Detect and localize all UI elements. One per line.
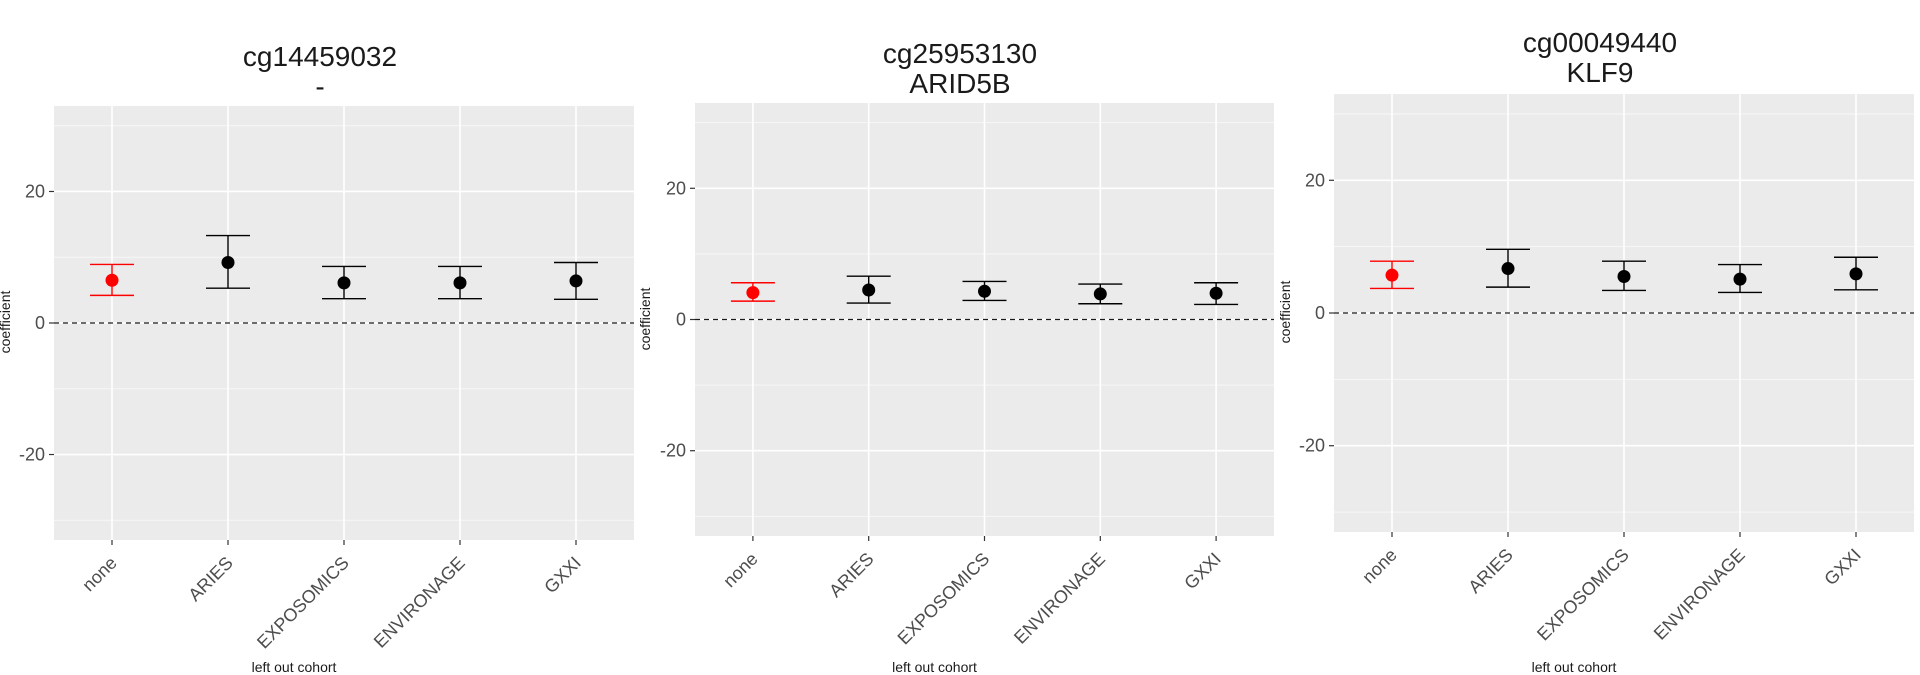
- data-point: [1093, 287, 1107, 301]
- y-tick-label: -20: [1299, 436, 1325, 456]
- chart-title: cg25953130: [882, 38, 1038, 69]
- y-axis-label: coefficient: [637, 287, 653, 350]
- x-tick-label: EXPOSOMICS: [1533, 545, 1633, 645]
- x-axis-label: left out cohort: [251, 659, 337, 675]
- data-point: [569, 274, 583, 288]
- data-point: [221, 256, 235, 270]
- x-tick-label: none: [719, 549, 761, 591]
- x-tick-label: GXXI: [1820, 545, 1865, 590]
- x-tick-label: none: [1358, 545, 1400, 587]
- data-point: [862, 283, 876, 297]
- x-tick-label: ARIES: [1464, 545, 1516, 597]
- data-point: [1733, 272, 1747, 286]
- data-point: [1849, 267, 1863, 281]
- chart-subtitle: KLF9: [1566, 57, 1634, 88]
- chart-panel: cg00049440 KLF9 -20 0 20 none ARIES EXPOSOMICS E…: [1277, 0, 1920, 675]
- y-tick-label: 0: [676, 310, 686, 330]
- chart-subtitle: ARID5B: [909, 68, 1011, 99]
- y-tick-label: 0: [35, 313, 45, 333]
- data-point: [1209, 286, 1223, 300]
- y-tick-label: -20: [660, 441, 686, 461]
- x-tick-label: EXPOSOMICS: [253, 553, 353, 653]
- data-point: [453, 276, 467, 290]
- y-tick-label: -20: [19, 445, 45, 465]
- y-axis-label: coefficient: [1277, 280, 1293, 344]
- chart-svg: -20 0 20 none ARIES EXPOSOMICS ENVIRONAGE GXXI: [660, 103, 1274, 649]
- x-axis-label: left out cohort: [892, 659, 977, 675]
- data-point: [1617, 270, 1631, 283]
- y-tick-label: 0: [1315, 303, 1325, 323]
- chart-panel: cg14459032- -20 0 20 none ARIES EXPOSOMICS ENVI…: [0, 0, 640, 675]
- x-tick-label: ENVIRONAGE: [1650, 545, 1749, 644]
- data-point: [978, 284, 991, 298]
- y-axis-label: coefficient: [0, 290, 13, 354]
- y-tick-label: 20: [666, 178, 686, 198]
- chart-svg: -20 0 20 none ARIES EXPOSOMICS ENVIRONAGE GXXI: [19, 106, 634, 653]
- x-tick-label: ENVIRONAGE: [370, 553, 469, 652]
- data-point: [337, 276, 351, 290]
- x-tick-label: GXXI: [1180, 549, 1225, 594]
- x-tick-label: EXPOSOMICS: [894, 549, 994, 649]
- x-tick-label: ARIES: [825, 549, 877, 601]
- x-tick-label: ARIES: [184, 553, 236, 605]
- data-point: [105, 273, 119, 287]
- data-point: [746, 286, 760, 300]
- chart-title: cg00049440: [1522, 27, 1678, 58]
- chart-svg: -20 0 20 none ARIES EXPOSOMICS ENVIRONAGE GXXI: [1299, 94, 1914, 645]
- y-tick-label: 20: [25, 181, 45, 201]
- x-tick-label: GXXI: [540, 553, 585, 598]
- chart-panel: cg25953130 ARID5B -20 0 20 none ARIES EXPOSOMIC…: [637, 0, 1280, 675]
- data-point: [1385, 268, 1399, 282]
- chart-title: cg14459032: [242, 41, 398, 72]
- x-tick-label: none: [78, 553, 120, 595]
- x-axis-label: left out cohort: [1531, 659, 1617, 675]
- data-point: [1501, 262, 1515, 276]
- chart-subtitle: -: [315, 71, 325, 102]
- y-tick-label: 20: [1305, 170, 1325, 190]
- x-tick-label: ENVIRONAGE: [1010, 549, 1109, 648]
